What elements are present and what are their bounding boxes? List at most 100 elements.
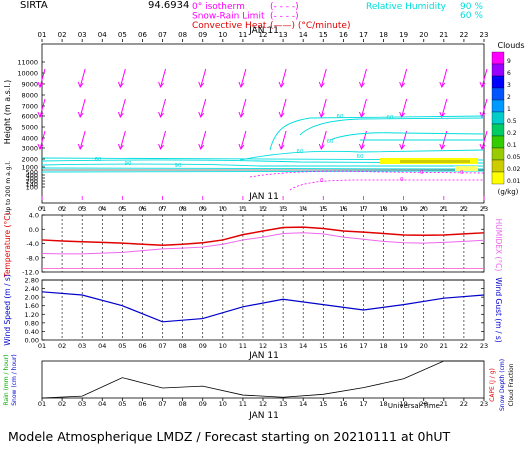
wind-arrow-head (77, 81, 84, 89)
hour-label: 03 (78, 205, 86, 213)
snowdepth-ylabel: Snow Depth (cm) (499, 359, 506, 411)
ytick-label: 2.00 (25, 294, 39, 302)
wind-arrow (320, 98, 327, 118)
hour-label: 07 (158, 400, 166, 408)
wind-arrow (79, 130, 86, 150)
ytick-label: 400 (26, 172, 38, 180)
hour-label: 22 (459, 31, 468, 39)
xaxis-label: Universal Time (388, 402, 440, 410)
wind-arrow (240, 130, 247, 150)
top-ylabel: Height (m a.s.l.) (3, 80, 12, 145)
wind-arrow (160, 98, 167, 118)
cloud-height-panel: JAN 11 01 02 03 04 05 06 07 08 09 10 11 12 13 14 15 16 17… (3, 26, 488, 215)
wind-arrow (39, 130, 46, 150)
wind-arrow-head (158, 111, 164, 119)
colorbar-swatch (491, 171, 505, 185)
hour-label: 22 (460, 342, 468, 350)
coords-label: 94.6934 (148, 0, 189, 11)
contour-label: 60 (297, 149, 304, 155)
legend-left-label: Convective Heat. (192, 21, 269, 31)
hour-label: 18 (379, 342, 387, 350)
wind-arrow (39, 68, 46, 88)
hour-label: 18 (379, 400, 387, 408)
ytick-label: 5000 (21, 124, 38, 132)
hour-label: 14 (299, 205, 307, 213)
hour-label: 05 (118, 400, 126, 408)
hour-label: 03 (78, 31, 87, 39)
site-label: SIRTA (20, 0, 48, 11)
ytick-label: 6000 (21, 113, 38, 121)
hour-label: 21 (439, 31, 448, 39)
top-ylabel-low: Up to 200 m a.g.l. (5, 161, 12, 215)
wind-arrow-head (198, 111, 205, 119)
hour-label: 22 (460, 400, 468, 408)
wind-arrow-head (77, 111, 84, 119)
hour-label: 10 (218, 31, 227, 39)
rh-contour (41, 170, 485, 173)
wind-arrow (200, 130, 207, 150)
wind-arrow (119, 130, 126, 150)
wind-arrow-head (318, 111, 325, 119)
wind-arrow (481, 68, 488, 88)
wind-arrow (441, 68, 448, 88)
hour-label: 06 (138, 205, 146, 213)
wind-arrow-head (479, 81, 486, 89)
top-frame (41, 43, 485, 204)
colorbar-label: 0.02 (507, 166, 521, 173)
hour-label: 03 (78, 400, 86, 408)
hour-label: 20 (420, 205, 428, 213)
hour-label: 06 (138, 400, 146, 408)
hour-label: 08 (178, 342, 186, 350)
wind-arrow-head (198, 143, 205, 151)
wind-arrow-head (117, 143, 124, 151)
hour-label: 04 (98, 205, 106, 213)
ytick-label: 8000 (21, 92, 38, 100)
hour-label: 22 (460, 205, 468, 213)
colorbar-swatch (491, 75, 505, 89)
hour-label: 08 (178, 31, 187, 39)
hour-label: 14 (299, 400, 307, 408)
hour-label: 11 (239, 342, 247, 350)
humidex-ylabel: HUMIDEX (°C) (494, 219, 503, 272)
wind-arrow (79, 68, 86, 88)
hour-label: 13 (279, 342, 287, 350)
colorbar-swatch (491, 147, 505, 161)
rh-contour (329, 132, 485, 141)
hour-label: 14 (299, 342, 307, 350)
wind-arrow (39, 98, 46, 118)
hour-label: 13 (279, 31, 288, 39)
wind-arrow (240, 98, 247, 118)
ytick-label: 1000 (21, 164, 38, 172)
colorbar-swatch (491, 159, 505, 173)
hour-label: 12 (259, 31, 268, 39)
wind-arrow (320, 130, 327, 150)
hour-label: 21 (440, 205, 448, 213)
hour-label: 07 (158, 205, 166, 213)
hour-label: 12 (259, 400, 267, 408)
rh-contour (239, 149, 485, 161)
hour-label: 05 (118, 205, 126, 213)
snow-rain-limit (249, 170, 485, 178)
colorbar-label: 2 (507, 94, 511, 101)
hour-label: 08 (178, 205, 186, 213)
wind-arrow (119, 98, 126, 118)
temp-ylabel: Temperature (°C) (3, 213, 12, 279)
rh-contour (41, 163, 484, 167)
wind-arrow (119, 68, 126, 88)
hour-label: 20 (420, 400, 428, 408)
wind-arrow (240, 68, 247, 88)
ytick-label: 11000 (17, 59, 38, 67)
wind-arrow-head (358, 81, 365, 89)
hour-label: 01 (38, 400, 46, 408)
wind-arrow (401, 68, 408, 88)
ytick-label: 4000 (21, 135, 38, 143)
ytick-label: -12.0 (22, 269, 39, 277)
ytick-label: 0.00 (25, 337, 39, 345)
hour-label: 16 (339, 342, 347, 350)
hour-label: 20 (420, 342, 428, 350)
isotherm-label: 0 (460, 170, 464, 176)
hour-label: 06 (138, 31, 147, 39)
wind-arrow-head (198, 81, 205, 89)
wind-arrow-head (479, 143, 486, 151)
hour-label: 17 (359, 205, 367, 213)
